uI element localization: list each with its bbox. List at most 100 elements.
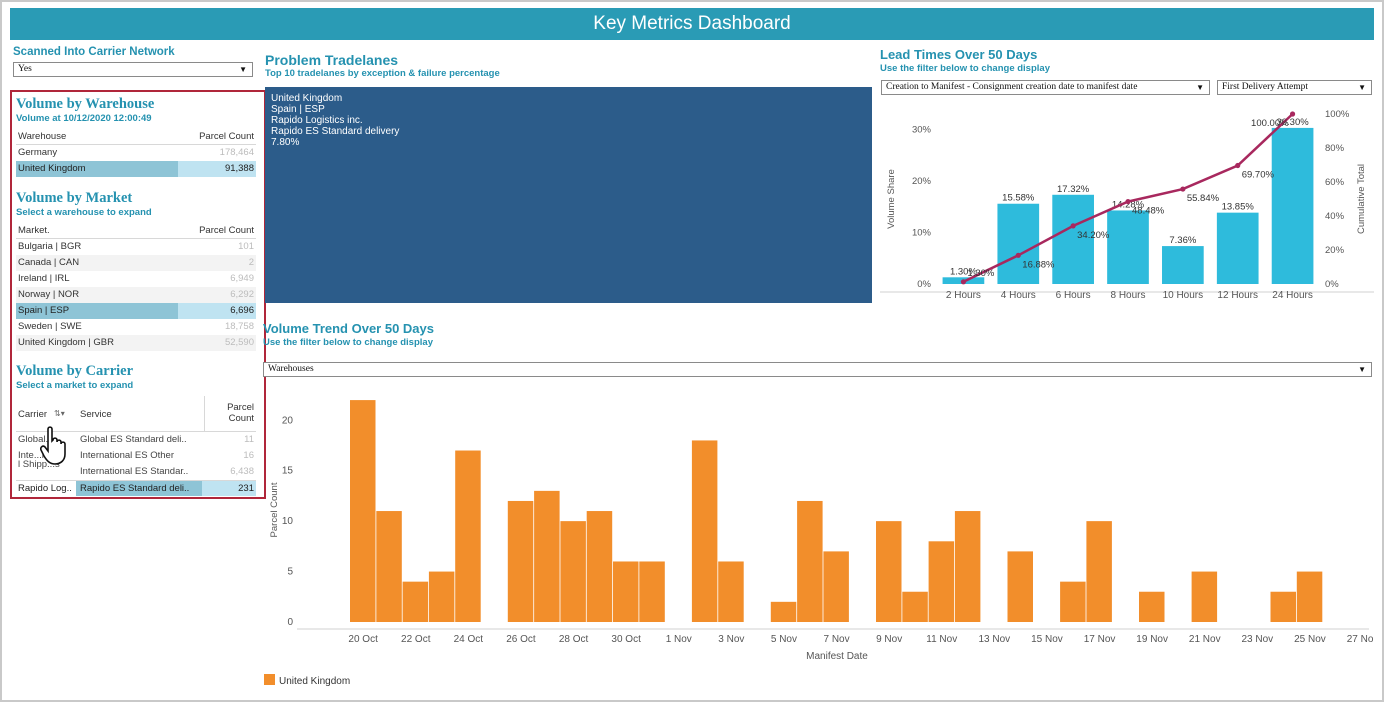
table-row-selected[interactable]: Rapido Log.. Rapido ES Standard deli.. 2… bbox=[16, 480, 256, 496]
cumulative-point bbox=[1070, 223, 1076, 229]
lead-times-chart: 0% 10% 20% 30% 0% 20% 40% 60% 80% 100% Volume Shar… bbox=[880, 104, 1374, 301]
legend-label: United Kingdom bbox=[279, 676, 350, 687]
row-value: 178,464 bbox=[219, 147, 254, 158]
table-row[interactable]: Global... Global ES Standard deli.. 11 bbox=[16, 432, 256, 448]
bar bbox=[1296, 571, 1323, 622]
row-value: 6,949 bbox=[230, 273, 254, 284]
row-label: Global... bbox=[18, 434, 54, 445]
trend-title: Volume Trend Over 50 Days bbox=[263, 321, 434, 336]
y-tick-label: 0% bbox=[917, 279, 931, 290]
row-label: Ireland | IRL bbox=[18, 273, 70, 284]
scanned-filter-dropdown[interactable]: Yes ▼ bbox=[13, 62, 253, 77]
y-tick-label: 10% bbox=[912, 227, 932, 238]
x-tick-label: 24 Hours bbox=[1272, 290, 1313, 301]
row-service: Rapido ES Standard deli.. bbox=[80, 483, 190, 494]
bar bbox=[718, 561, 744, 622]
cumulative-point bbox=[1015, 252, 1021, 258]
bar bbox=[1139, 591, 1165, 622]
x-tick-label: 19 Nov bbox=[1136, 634, 1168, 645]
table-row[interactable]: Germany 178,464 bbox=[16, 145, 256, 161]
lead-event-value: First Delivery Attempt bbox=[1222, 82, 1309, 92]
x-axis-label: Manifest Date bbox=[806, 651, 868, 662]
row-label: l Shipp...s bbox=[18, 459, 60, 470]
bar bbox=[997, 203, 1040, 284]
market-title: Volume by Market bbox=[16, 190, 133, 206]
table-row[interactable]: United Kingdom | GBR 52,590 bbox=[16, 335, 256, 351]
row-label: Canada | CAN bbox=[18, 257, 80, 268]
bar-data-label: 7.36% bbox=[1169, 235, 1196, 246]
bar bbox=[823, 551, 849, 622]
trend-subtitle: Use the filter below to change display bbox=[263, 337, 433, 348]
y2-tick-label: 60% bbox=[1325, 177, 1345, 188]
parcel-count-col-header: Parcel Count bbox=[199, 225, 254, 236]
bar bbox=[1007, 551, 1033, 622]
bar-data-label: 17.32% bbox=[1057, 184, 1090, 195]
y-axis-label: Parcel Count bbox=[269, 482, 280, 537]
carrier-col-header[interactable]: Carrier bbox=[18, 409, 48, 420]
tradelane-line: Rapido ES Standard delivery bbox=[271, 126, 400, 137]
y2-tick-label: 40% bbox=[1325, 211, 1345, 222]
lead-measure-dropdown[interactable]: Creation to Manifest - Consignment creat… bbox=[881, 80, 1210, 95]
row-service: International ES Other bbox=[80, 450, 174, 461]
x-tick-label: 22 Oct bbox=[401, 634, 431, 645]
bar bbox=[770, 601, 797, 622]
lead-event-dropdown[interactable]: First Delivery Attempt ▼ bbox=[1217, 80, 1372, 95]
table-row[interactable]: Sweden | SWE 18,758 bbox=[16, 319, 256, 335]
carrier-header: Carrier ⇅▾ Service Parcel Count bbox=[16, 396, 256, 432]
sort-icon[interactable]: ⇅▾ bbox=[54, 409, 65, 418]
warehouse-col-header: Warehouse bbox=[18, 131, 67, 142]
x-tick-label: 12 Hours bbox=[1217, 290, 1258, 301]
table-row[interactable]: Norway | NOR 6,292 bbox=[16, 287, 256, 303]
market-col-header: Market. bbox=[18, 225, 50, 236]
line-data-label: 34.20% bbox=[1077, 230, 1110, 241]
trend-dimension-dropdown[interactable]: Warehouses ▼ bbox=[263, 362, 1372, 377]
table-row-selected[interactable]: United Kingdom 91,388 bbox=[16, 161, 256, 177]
table-row-selected[interactable]: Spain | ESP 6,696 bbox=[16, 303, 256, 319]
chevron-down-icon: ▼ bbox=[1358, 83, 1366, 92]
table-row[interactable]: l Shipp...s International ES Standar.. 6… bbox=[16, 459, 256, 480]
trend-dimension-value: Warehouses bbox=[268, 364, 314, 374]
bar bbox=[534, 490, 560, 622]
service-highlight bbox=[76, 481, 202, 496]
warehouse-subtitle: Volume at 10/12/2020 12:00:49 bbox=[16, 113, 152, 124]
table-row[interactable]: Canada | CAN 2 bbox=[16, 255, 256, 271]
lead-title: Lead Times Over 50 Days bbox=[880, 47, 1038, 62]
table-row[interactable]: Ireland | IRL 6,949 bbox=[16, 271, 256, 287]
table-row[interactable]: Bulgaria | BGR 101 bbox=[16, 239, 256, 255]
tradelane-line: Spain | ESP bbox=[271, 104, 325, 115]
x-tick-label: 25 Nov bbox=[1294, 634, 1326, 645]
row-value: 11 bbox=[244, 434, 254, 445]
chevron-down-icon: ▼ bbox=[1358, 365, 1366, 374]
cumulative-point bbox=[1289, 111, 1296, 117]
bar bbox=[797, 500, 823, 622]
bar bbox=[902, 591, 928, 622]
warehouse-header: Warehouse Parcel Count bbox=[16, 129, 256, 145]
count-header-cell: Parcel Count bbox=[204, 396, 256, 432]
problem-subtitle: Top 10 tradelanes by exception & failure… bbox=[265, 68, 500, 79]
x-tick-label: 2 Hours bbox=[946, 290, 981, 301]
x-tick-label: 17 Nov bbox=[1084, 634, 1116, 645]
x-tick-label: 21 Nov bbox=[1189, 634, 1221, 645]
row-value: 231 bbox=[238, 483, 254, 494]
bar-data-label: 14.28% bbox=[1112, 199, 1145, 210]
tradelane-line: 7.80% bbox=[271, 137, 300, 148]
cumulative-point bbox=[960, 279, 967, 285]
x-tick-label: 30 Oct bbox=[611, 634, 641, 645]
bar bbox=[613, 561, 639, 622]
value-highlight bbox=[178, 303, 256, 319]
cumulative-point bbox=[1235, 162, 1241, 169]
carrier-subtitle: Select a market to expand bbox=[16, 380, 134, 391]
tradelane-treemap-cell[interactable]: United Kingdom Spain | ESP Rapido Logist… bbox=[265, 87, 872, 303]
table-row[interactable]: Inte...na International ES Other 16 bbox=[16, 448, 256, 464]
lead-subtitle: Use the filter below to change display bbox=[880, 63, 1050, 74]
bar bbox=[1216, 212, 1259, 284]
dashboard-title: Key Metrics Dashboard bbox=[10, 8, 1374, 40]
bar bbox=[1107, 210, 1149, 284]
bar bbox=[639, 561, 665, 622]
x-tick-label: 6 Hours bbox=[1056, 290, 1091, 301]
row-value: 52,590 bbox=[224, 337, 254, 348]
row-value: 2 bbox=[248, 257, 254, 268]
y-axis-label: Volume Share bbox=[886, 169, 897, 229]
x-tick-label: 11 Nov bbox=[926, 634, 957, 645]
